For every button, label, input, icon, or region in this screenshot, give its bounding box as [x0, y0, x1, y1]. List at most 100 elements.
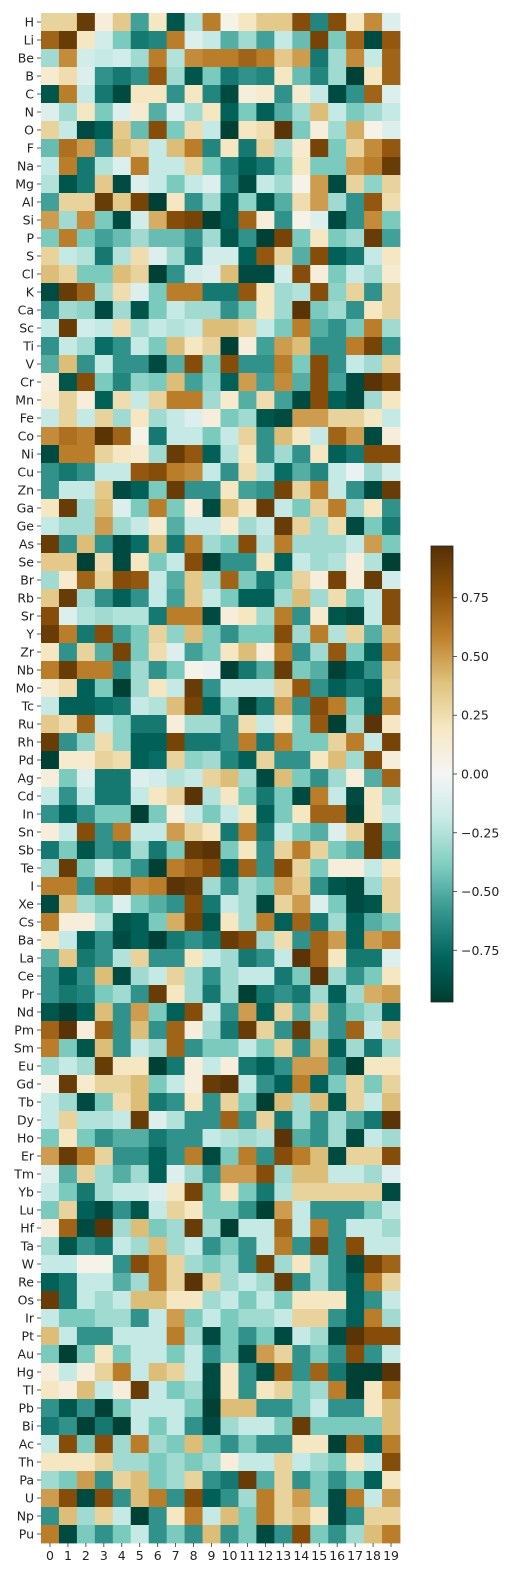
heatmap-cell — [382, 931, 401, 950]
heatmap-cell — [112, 625, 132, 644]
heatmap-cell — [346, 1039, 365, 1058]
heatmap-cell — [364, 31, 383, 50]
heatmap-cell — [274, 1381, 293, 1400]
heatmap-cell — [346, 1147, 365, 1166]
heatmap-cell — [94, 1381, 114, 1400]
heatmap-cell — [166, 715, 185, 734]
heatmap-cell — [130, 1381, 150, 1400]
heatmap-cell — [346, 139, 365, 158]
colorbar-tick-label: −0.25 — [461, 825, 499, 840]
heatmap-cell — [238, 715, 257, 734]
heatmap-cell — [130, 1327, 150, 1346]
heatmap-cell — [41, 1129, 60, 1148]
heatmap-cell — [202, 247, 221, 266]
heatmap-cell — [58, 679, 78, 698]
heatmap-cell — [112, 283, 132, 302]
heatmap-cell — [184, 1507, 203, 1526]
heatmap-cell — [166, 553, 185, 572]
heatmap-cell — [220, 1003, 239, 1022]
heatmap-cell — [112, 1003, 132, 1022]
heatmap-cell — [382, 607, 401, 626]
heatmap-cell — [346, 1183, 365, 1202]
heatmap-cell — [94, 499, 114, 518]
heatmap-cell — [274, 229, 293, 248]
heatmap-cell — [166, 1363, 185, 1382]
heatmap-cell — [364, 481, 383, 500]
heatmap-cell — [112, 463, 132, 482]
heatmap-cell — [238, 1255, 257, 1274]
heatmap-cell — [346, 319, 365, 338]
heatmap-cell — [310, 319, 329, 338]
heatmap-cell — [41, 733, 60, 752]
heatmap-cell — [328, 589, 347, 608]
heatmap-cell — [58, 85, 78, 104]
heatmap-cell — [202, 1435, 221, 1454]
heatmap-cell — [94, 229, 114, 248]
heatmap-cell — [274, 571, 293, 590]
heatmap-cell — [202, 877, 221, 896]
heatmap-cell — [310, 211, 329, 230]
heatmap-cell — [220, 553, 239, 572]
heatmap-cell — [238, 1471, 257, 1490]
heatmap-cell — [41, 211, 60, 230]
heatmap-cell — [364, 661, 383, 680]
heatmap-cell — [41, 337, 60, 356]
heatmap-cell — [292, 1129, 311, 1148]
heatmap-cell — [256, 121, 275, 140]
heatmap-cell — [166, 481, 185, 500]
heatmap-cell — [148, 1525, 168, 1544]
heatmap-cell — [364, 1327, 383, 1346]
heatmap-cell — [238, 1093, 257, 1112]
heatmap-cell — [364, 535, 383, 554]
heatmap-cell — [256, 751, 275, 770]
heatmap-cell — [364, 1525, 383, 1544]
heatmap-cell — [184, 265, 203, 284]
heatmap-cell — [184, 1075, 203, 1094]
row-tick-label: La — [19, 951, 34, 966]
heatmap-cell — [238, 157, 257, 176]
heatmap-cell — [220, 301, 239, 320]
heatmap-cell — [130, 571, 150, 590]
heatmap-cell — [274, 823, 293, 842]
heatmap-cell — [148, 751, 168, 770]
heatmap-cell — [346, 967, 365, 986]
heatmap-cell — [238, 229, 257, 248]
row-tick-label: V — [25, 357, 34, 372]
heatmap-cell — [41, 1471, 60, 1490]
heatmap-cell — [274, 1507, 293, 1526]
heatmap-cell — [166, 265, 185, 284]
heatmap-cell — [310, 337, 329, 356]
heatmap-cell — [346, 175, 365, 194]
heatmap-cell — [130, 913, 150, 932]
heatmap-cell — [364, 715, 383, 734]
heatmap-cell — [184, 319, 203, 338]
heatmap-cell — [220, 1057, 239, 1076]
heatmap-cell — [382, 85, 401, 104]
heatmap-cell — [328, 229, 347, 248]
heatmap-cell — [328, 1165, 347, 1184]
heatmap-cell — [292, 1039, 311, 1058]
heatmap-cell — [292, 1507, 311, 1526]
heatmap-cell — [310, 571, 329, 590]
heatmap-cell — [346, 157, 365, 176]
heatmap-cell — [130, 1417, 150, 1436]
heatmap-cell — [256, 337, 275, 356]
heatmap-cell — [238, 1021, 257, 1040]
heatmap-cell — [328, 1291, 347, 1310]
heatmap-cell — [382, 157, 401, 176]
heatmap-cell — [166, 1039, 185, 1058]
heatmap-cell — [76, 1525, 96, 1544]
heatmap-cell — [202, 265, 221, 284]
heatmap-cell — [238, 895, 257, 914]
heatmap-cell — [346, 769, 365, 788]
heatmap-cell — [220, 535, 239, 554]
heatmap-cell — [220, 751, 239, 770]
heatmap-cell — [94, 409, 114, 428]
heatmap-cell — [328, 247, 347, 266]
heatmap-cell — [184, 1363, 203, 1382]
heatmap-cell — [382, 1075, 401, 1094]
heatmap-cell — [148, 175, 168, 194]
heatmap-cell — [220, 1291, 239, 1310]
heatmap-cell — [166, 103, 185, 122]
row-tick-label: Mg — [15, 177, 34, 192]
